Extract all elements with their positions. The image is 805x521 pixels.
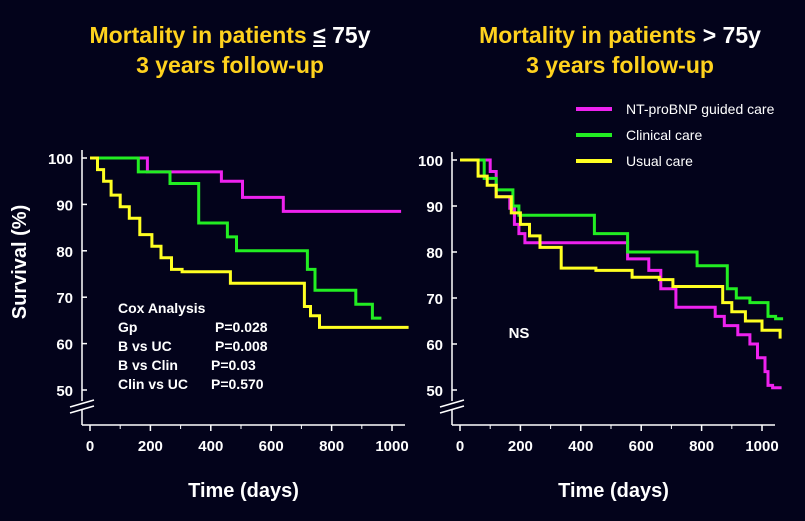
cox-value: P=0.570	[211, 376, 264, 392]
y-tick-label: 90	[426, 199, 443, 216]
chart-panel-right: 100 90 80 70 60 50 0 200 400 600 800 1000 Time (days…	[418, 152, 784, 502]
x-axis-label: Time (days)	[558, 480, 669, 502]
chart-panel-left: 100 90 80 70 60 50 0 200 400 600 800 1000 Time (days…	[9, 150, 409, 502]
y-tick-label: 90	[56, 197, 73, 214]
y-tick-label: 50	[426, 383, 443, 400]
y-tick-label: 60	[426, 337, 443, 354]
cox-value: P=0.008	[215, 338, 268, 354]
title-symbol: >	[702, 22, 717, 48]
cox-label: Gp	[118, 319, 138, 335]
x-tick-label: 200	[508, 438, 533, 455]
y-tick-label: 70	[56, 290, 73, 307]
axis-break-gap	[72, 401, 92, 410]
legend-label: Usual care	[626, 153, 693, 169]
cox-title: Cox Analysis	[118, 300, 206, 316]
cox-row: Gp P=0.028	[118, 318, 268, 337]
x-tick-label: 1000	[375, 438, 408, 455]
y-axis-label: Survival (%)	[9, 205, 31, 319]
legend-swatch	[576, 133, 612, 137]
series-line	[90, 156, 402, 213]
y-tick-label: 70	[426, 291, 443, 308]
axis-break-mark	[69, 399, 95, 408]
title-text: Mortality in patients	[479, 22, 703, 48]
x-tick-label: 400	[198, 438, 223, 455]
y-tick-label: 80	[426, 245, 443, 262]
axis-break-mark	[439, 399, 465, 408]
x-tick-label: 800	[689, 438, 714, 455]
title-age: 75y	[716, 22, 761, 48]
y-tick-label: 80	[56, 244, 73, 261]
cox-value: P=0.03	[211, 357, 256, 373]
legend-label: Clinical care	[626, 127, 703, 143]
series-line	[90, 156, 382, 320]
cox-row: Clin vs UC P=0.570	[118, 375, 264, 394]
x-tick-label: 0	[86, 438, 94, 455]
series-line	[460, 158, 784, 321]
title-symbol: ≤	[313, 22, 326, 48]
chart-legend: NT-proBNP guided care Clinical care Usua…	[576, 96, 774, 174]
legend-label: NT-proBNP guided care	[626, 101, 775, 117]
x-tick-label: 0	[456, 438, 464, 455]
series-line	[90, 156, 409, 329]
title-subtitle: 3 years follow-up	[526, 52, 714, 78]
title-subtitle: 3 years follow-up	[136, 52, 324, 78]
legend-swatch	[576, 159, 612, 163]
legend-item-clinical: Clinical care	[576, 122, 774, 148]
x-tick-label: 600	[259, 438, 284, 455]
x-tick-label: 400	[568, 438, 593, 455]
axis-break-gap	[442, 401, 462, 410]
cox-analysis: Cox Analysis Gp P=0.028 B vs UC P=0.008 …	[118, 299, 268, 394]
x-tick-label: 600	[629, 438, 654, 455]
series-line	[460, 158, 782, 390]
ns-annotation: NS	[509, 325, 530, 342]
cox-row: B vs Clin P=0.03	[118, 356, 256, 375]
cox-label: B vs Clin	[118, 357, 178, 373]
legend-swatch	[576, 107, 612, 111]
series-line	[460, 158, 782, 339]
cox-row: B vs UC P=0.008	[118, 337, 268, 356]
y-tick-label: 50	[56, 383, 73, 400]
legend-item-ntprobnp: NT-proBNP guided care	[576, 96, 774, 122]
title-text: Mortality in patients	[89, 22, 314, 48]
title-age: 75y	[325, 22, 371, 48]
y-tick-label: 100	[48, 151, 73, 168]
x-tick-label: 1000	[745, 438, 778, 455]
axis-break-mark	[439, 405, 465, 414]
y-tick-label: 100	[418, 153, 443, 170]
y-tick-label: 60	[56, 337, 73, 354]
right-chart-title: Mortality in patients > 75y 3 years foll…	[440, 20, 800, 80]
x-tick-label: 200	[138, 438, 163, 455]
cox-label: B vs UC	[118, 338, 172, 354]
axis-break-mark	[69, 405, 95, 414]
cox-label: Clin vs UC	[118, 376, 189, 392]
x-axis-label: Time (days)	[188, 480, 299, 502]
left-chart-title: Mortality in patients ≤ 75y 3 years foll…	[50, 20, 410, 80]
x-tick-label: 800	[319, 438, 344, 455]
legend-item-usual: Usual care	[576, 148, 774, 174]
cox-value: P=0.028	[215, 319, 268, 335]
